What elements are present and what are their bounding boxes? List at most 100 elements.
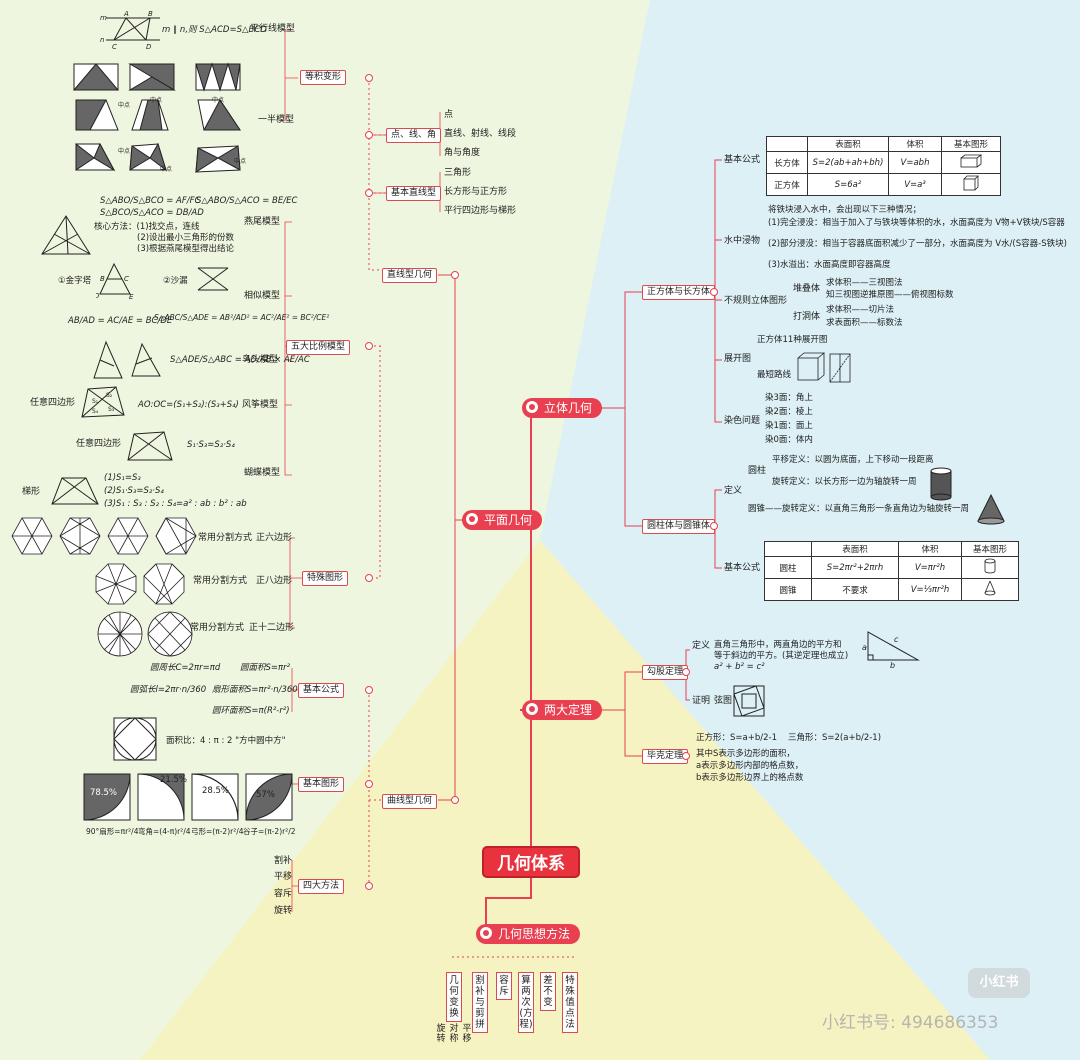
cube-icon [941, 173, 1001, 196]
polygon-split-figures [11, 517, 197, 657]
percent-label: 57% [256, 790, 275, 800]
common-split-label: 常用分割方式 [193, 576, 248, 586]
water-line: (3)水溢出：水面高度即容器高度 [768, 260, 891, 270]
cylinder-def: 旋转定义：以长方形一边为轴旋转一周 [772, 477, 917, 487]
circle-formula: 圆周长C=2πr=πd [150, 663, 221, 673]
svg-text:S₂: S₂ [106, 392, 113, 399]
node-ring-icon [365, 780, 373, 788]
irregular-label: 不规则立体图形 [724, 296, 788, 306]
node-pythagoras[interactable]: 勾股定理 [642, 665, 689, 680]
kite-formula: AO:OC=(S₁+S₂):(S₃+S₄) [138, 400, 239, 410]
center-title[interactable]: 几何体系 [482, 846, 580, 878]
dye-item: 染2面：棱上 [765, 407, 813, 417]
node-cuboid[interactable]: 正方体与长方体 [642, 285, 716, 300]
basic-item: 三角形 [444, 168, 472, 178]
percent-label: 21.5% [160, 775, 188, 785]
proof-text: 弦图 [714, 696, 733, 706]
method-box[interactable]: 几何变换 [446, 972, 462, 1022]
table-cell: V=⅓πr²h [898, 578, 962, 601]
branch-solid-geometry[interactable]: 立体几何 [522, 398, 603, 418]
definition-label: 定义 [724, 486, 743, 496]
table-cell: 圆柱 [764, 556, 812, 579]
basic-formula-label: 基本公式 [724, 155, 761, 165]
water-line: 将铁块浸入水中，会出现以下三种情况； [768, 205, 922, 215]
dye-item: 染1面：面上 [765, 421, 813, 431]
proof-label: 证明 [692, 696, 711, 706]
node-basic-figures[interactable]: 基本图形 [298, 777, 345, 792]
node-five-ratio-models[interactable]: 五大比例模型 [286, 340, 351, 355]
trapezoid-label: 梯形 [22, 487, 41, 497]
trapezoid-figure [51, 477, 99, 505]
table-cell: V=a³ [888, 173, 942, 196]
shape-formula: 弯角=(4-π)r²/4 [138, 827, 191, 836]
midpoint-label: 中点 [234, 158, 247, 165]
cuboid-icon [941, 151, 1001, 174]
method-box[interactable]: 差不变 [540, 972, 556, 1011]
node-special-figures[interactable]: 特殊图形 [302, 571, 349, 586]
branch-plane-geometry[interactable]: 平面几何 [462, 510, 543, 530]
table-header-cell: 基本图形 [961, 541, 1019, 557]
table-cell: S=2(ab+ah+bh) [807, 151, 889, 174]
table-cell: S=2πr²+2πrh [811, 556, 899, 579]
svg-text:m: m [100, 14, 107, 22]
dye-item: 染0面：体内 [765, 435, 813, 445]
circle-formula: 圆面积S=πr² [240, 663, 291, 673]
node-ring-icon [682, 668, 690, 676]
pick-line: b表示多边形边界上的格点数 [696, 773, 804, 783]
branch-dot-icon [526, 401, 538, 413]
table-row: 长方体 S=2(ab+ah+bh) V=abh [766, 151, 1001, 174]
svg-text:B: B [148, 10, 153, 18]
node-pick-theorem[interactable]: 毕克定理 [642, 749, 689, 764]
py-def-line: 直角三角形中，两直角边的平方和 [714, 640, 842, 650]
svg-text:n: n [100, 36, 104, 44]
method-box[interactable]: 割补与剪拼 [472, 972, 488, 1033]
cylinder-icon [961, 556, 1019, 579]
basic-item: 平行四边形与梯形 [444, 206, 517, 216]
water-label: 水中浸物 [724, 236, 761, 246]
bird-figure [93, 340, 161, 379]
xian-diagram-figure [733, 685, 765, 717]
node-area-transform[interactable]: 等积变形 [300, 70, 347, 85]
branch-methods[interactable]: 几何思想方法 [476, 924, 581, 944]
node-straight-line-geometry[interactable]: 直线型几何 [382, 268, 438, 283]
parallel-formula: m ∥ n,则 S△ACD=S△BCD [162, 25, 267, 35]
swallow-formula: S△ABO/S△BCO = AF/FC [100, 196, 201, 206]
svg-text:A: A [123, 10, 129, 18]
trap-formula: (3)S₁ : S₃ : S₂ : S₄=a² : ab : b² : ab [104, 499, 247, 509]
method-box[interactable]: 容斥 [496, 972, 512, 1000]
node-cylinder-cone[interactable]: 圆柱体与圆锥体 [642, 519, 716, 534]
node-basic-formula[interactable]: 基本公式 [298, 683, 345, 698]
right-triangle-figure: a b c [862, 631, 920, 668]
any-quad-label: 任意四边形 [76, 439, 122, 449]
bird-model-label: 鸟头模型 [242, 355, 279, 365]
node-points-lines-angles[interactable]: 点、线、角 [386, 128, 442, 143]
table-header-cell: 体积 [898, 541, 962, 557]
shape-formula: 弓形=(π-2)r²/4 [191, 827, 244, 836]
method-box[interactable]: 算两次(方程) [518, 972, 534, 1033]
cone-def: 圆锥——旋转定义：以直角三角形一条直角边为轴旋转一周 [748, 504, 970, 514]
core-method-line: (3)根据燕尾模型得出结论 [137, 244, 235, 254]
cuboid-formula-table: 表面积 体积 基本图形 长方体 S=2(ab+ah+bh) V=abh 正方体 S=6a²… [766, 136, 1001, 196]
water-line: (1)完全浸没：相当于加入了与铁块等体积的水，水面高度为 V物+V铁块/S容器 [768, 218, 1065, 228]
svg-text:C: C [124, 275, 129, 283]
node-basic-straight[interactable]: 基本直线型 [386, 186, 442, 201]
shape-formula: 90°扇形=πr²/4 [86, 827, 139, 836]
svg-text:B: B [100, 275, 105, 283]
common-split-label: 常用分割方式 [190, 623, 245, 633]
table-cell: S=6a² [807, 173, 889, 196]
method-box[interactable]: 特殊值点法 [562, 972, 578, 1033]
midpoint-label: 中点 [118, 148, 131, 155]
branch-dot-icon [480, 927, 492, 939]
square-circle-figure [113, 717, 157, 761]
hexagon-label: 正六边形 [256, 533, 293, 543]
hourglass-label: ②沙漏 [163, 276, 188, 286]
node-four-methods[interactable]: 四大方法 [298, 879, 345, 894]
four-method-item: 容斥 [274, 889, 293, 899]
parallel-model-figure: m n A B C D [100, 10, 160, 50]
hourglass-figure [197, 267, 229, 291]
table-header-cell: 表面积 [807, 136, 889, 152]
midpoint-label: 中点 [212, 97, 225, 104]
node-curved-geometry[interactable]: 曲线型几何 [382, 794, 438, 809]
any-quad-label: 任意四边形 [30, 398, 76, 408]
branch-two-theorems[interactable]: 两大定理 [522, 700, 603, 720]
